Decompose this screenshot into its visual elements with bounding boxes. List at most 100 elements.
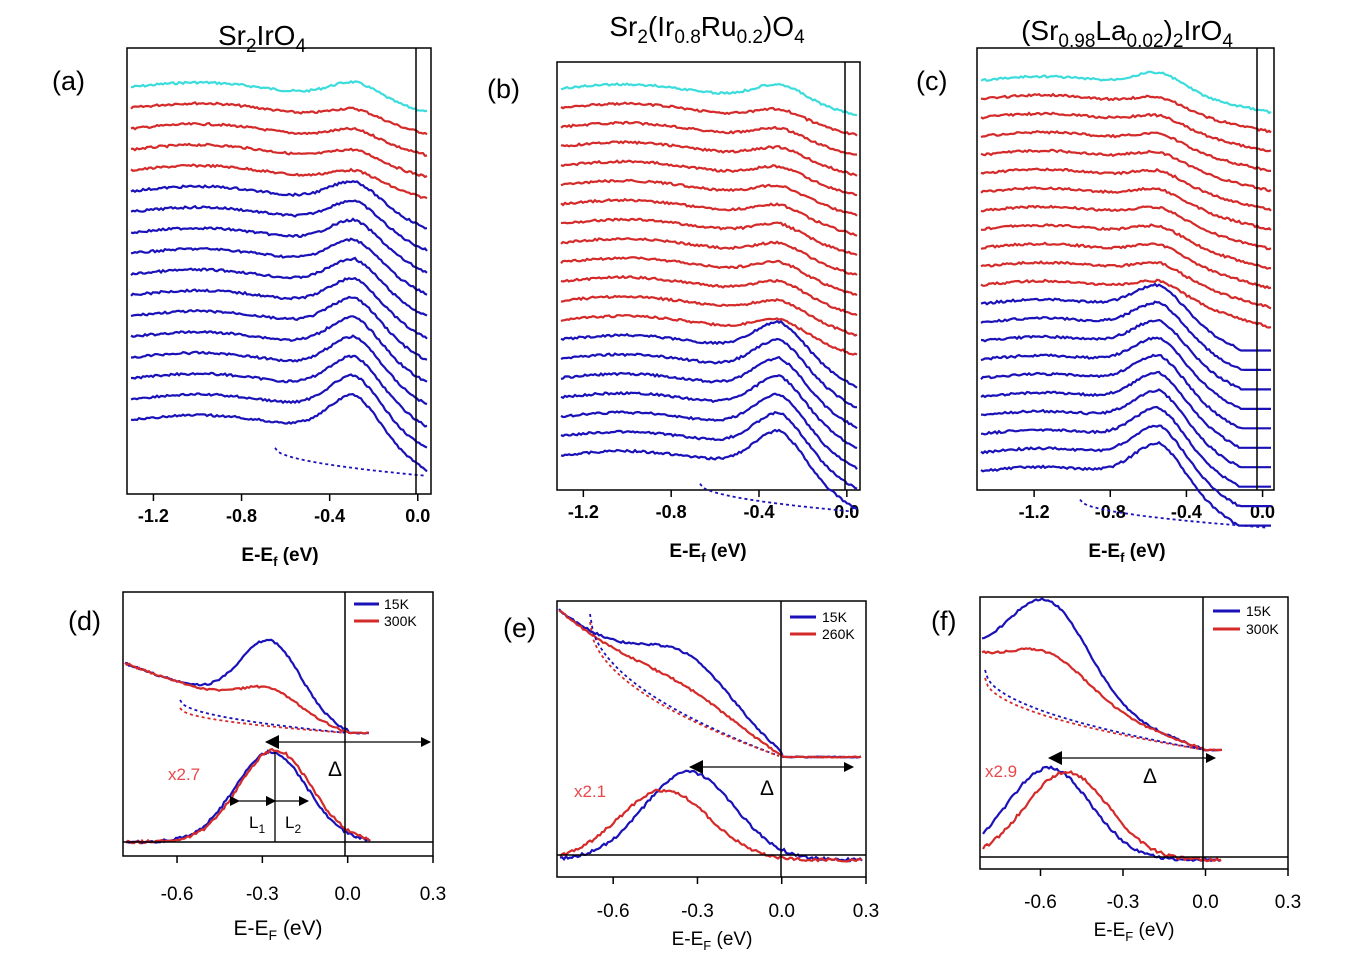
panel-label-e: (e) <box>503 613 536 643</box>
legend-text-300k-d: 300K <box>384 613 417 629</box>
edc-b-red-10 <box>560 274 858 317</box>
edc-c-blue-16 <box>980 353 1271 430</box>
edc-a-red-2 <box>130 121 428 158</box>
edc-c-red-5 <box>980 167 1272 212</box>
x-tick-label-a-0: -1.2 <box>138 506 169 526</box>
x-tick-label-d-2: 0.0 <box>334 884 360 905</box>
edc-b-red-12 <box>560 313 858 356</box>
edc-c-blue-18 <box>980 388 1271 469</box>
edc-c-red-2 <box>980 111 1272 153</box>
edc-c-blue-13 <box>980 300 1271 371</box>
series-group-a <box>130 80 428 477</box>
x-axis-d: -0.6 -0.3 0.0 0.3 <box>161 856 446 905</box>
edc-c-cyan-0 <box>980 70 1272 115</box>
x-tick-label-f-0: -0.6 <box>1024 892 1057 913</box>
edc-b-red-4 <box>560 159 858 197</box>
edc-a-red-1 <box>130 101 428 136</box>
edc-a-blue-10 <box>130 276 428 340</box>
background-c <box>1079 499 1267 529</box>
edc-b-blue-16 <box>560 374 858 450</box>
xlabel-f: E-EF (eV) <box>1094 920 1175 944</box>
edc-c-blue-12 <box>980 282 1271 352</box>
edc-c-red-11 <box>980 278 1272 329</box>
edc-b-red-7 <box>560 217 858 256</box>
edc-c-red-10 <box>980 260 1272 310</box>
gap-label-d: Δ <box>328 758 342 781</box>
x-tick-label-e-2: 0.0 <box>769 901 795 922</box>
raw-e-blue <box>558 608 862 759</box>
scale-label-f: x2.9 <box>985 762 1017 781</box>
edc-c-blue-14 <box>980 318 1271 391</box>
x-tick-label-d-0: -0.6 <box>161 884 194 905</box>
xlabel-e: E-EF (eV) <box>672 929 753 953</box>
series-group-b <box>560 82 858 513</box>
legend-text-15k-f: 15K <box>1246 603 1272 619</box>
legend-d: 15K 300K <box>354 596 417 629</box>
x-axis-e: -0.6 -0.3 0.0 0.3 <box>597 877 879 922</box>
edc-a-blue-8 <box>130 237 428 296</box>
title-c: (Sr0.98La0.02)2IrO4 <box>1021 15 1233 52</box>
edc-b-red-6 <box>560 197 858 237</box>
x-tick-label-f-1: -0.3 <box>1107 892 1140 913</box>
edc-a-cyan-0 <box>130 80 428 113</box>
edc-a-blue-6 <box>130 199 428 252</box>
x-tick-label-e-1: -0.3 <box>681 901 714 922</box>
x-tick-label-b-1: -0.8 <box>656 502 687 522</box>
panel-label-a: (a) <box>52 66 85 96</box>
width-label-l1: L1 <box>249 813 265 836</box>
x-axis-b: -1.2 -0.8 -0.4 0.0 <box>568 490 859 522</box>
x-tick-label-d-3: 0.3 <box>420 884 446 905</box>
edc-b-blue-19 <box>560 428 858 511</box>
plot-frame-f <box>979 596 1289 870</box>
edc-c-red-7 <box>980 204 1272 251</box>
x-axis-a: -1.2 -0.8 -0.4 0.0 <box>138 494 430 526</box>
peak-f-red <box>982 770 1222 863</box>
peak-e-blue <box>559 769 863 863</box>
series-group-c <box>980 70 1272 529</box>
edc-a-blue-9 <box>130 256 428 317</box>
edc-a-blue-16 <box>130 392 428 473</box>
x-tick-label-d-1: -0.3 <box>246 884 279 905</box>
gap-label-f: Δ <box>1143 765 1157 788</box>
series-group-d <box>124 638 371 845</box>
peak-f-blue <box>982 765 1222 863</box>
x-tick-label-b-0: -1.2 <box>568 502 599 522</box>
edc-b-red-11 <box>560 294 858 337</box>
x-axis-f: -0.6 -0.3 0.0 0.3 <box>1024 869 1301 913</box>
raw-bg-e-blue <box>589 613 780 757</box>
scale-label-e: x2.1 <box>574 782 606 801</box>
edc-b-red-5 <box>560 178 858 217</box>
x-tick-label-b-2: -0.4 <box>743 502 774 522</box>
edc-c-blue-15 <box>980 336 1271 410</box>
legend-text-260k-e: 260K <box>822 626 855 642</box>
xlabel-b: E-Ef (eV) <box>669 541 746 565</box>
edc-b-red-2 <box>560 120 858 156</box>
edc-a-blue-7 <box>130 217 428 274</box>
title-b: Sr2(Ir0.8Ru0.2)O4 <box>609 11 805 48</box>
panel-label-f: (f) <box>931 606 956 636</box>
edc-c-red-6 <box>980 186 1272 231</box>
edc-a-red-4 <box>130 163 428 200</box>
panel-label-c: (c) <box>916 66 947 96</box>
xlabel-d: E-EF (eV) <box>233 917 322 943</box>
raw-bg-f-blue <box>984 669 1205 751</box>
legend-f: 15K 300K <box>1213 603 1279 637</box>
edc-a-blue-12 <box>130 315 428 383</box>
panel-label-b: (b) <box>487 74 520 104</box>
plot-frame-d <box>122 591 434 857</box>
edc-b-cyan-0 <box>560 82 858 117</box>
plot-frame-c <box>976 47 1275 491</box>
panel-label-d: (d) <box>68 606 101 636</box>
x-tick-label-c-2: -0.4 <box>1171 502 1202 522</box>
raw-bg-d-red <box>179 707 346 734</box>
edc-b-blue-13 <box>560 319 858 389</box>
edc-c-blue-21 <box>980 440 1271 527</box>
x-tick-label-b-3: 0.0 <box>834 502 859 522</box>
edc-c-blue-19 <box>980 405 1271 488</box>
x-tick-label-f-3: 0.3 <box>1275 892 1301 913</box>
x-tick-label-a-2: -0.4 <box>314 506 345 526</box>
background-b <box>699 483 854 513</box>
legend-text-300k-f: 300K <box>1246 621 1279 637</box>
raw-bg-f-red <box>984 677 1205 751</box>
